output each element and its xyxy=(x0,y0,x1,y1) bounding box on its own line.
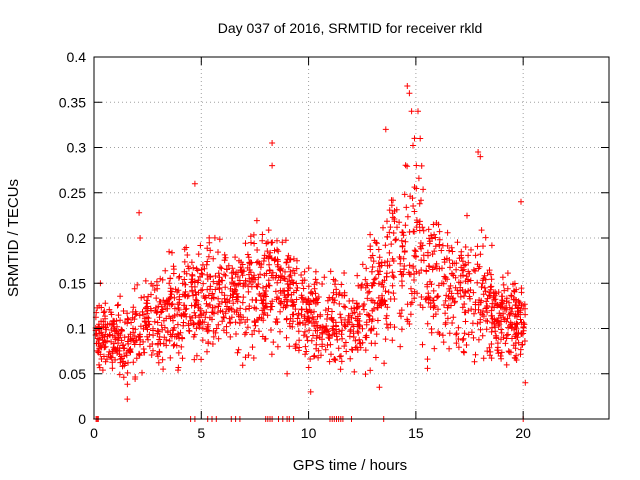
y-tick-label: 0.25 xyxy=(59,185,86,201)
axis-ticks xyxy=(93,56,609,420)
grid-lines xyxy=(94,57,609,419)
series-srmtid-markers xyxy=(92,83,529,422)
y-tick-label: 0.4 xyxy=(67,49,87,65)
data-points xyxy=(92,83,529,422)
x-axis-label: GPS time / hours xyxy=(293,457,407,474)
y-tick-label: 0.3 xyxy=(67,140,87,156)
chart-title: Day 037 of 2016, SRMTID for receiver rkl… xyxy=(218,20,483,36)
y-axis-label: SRMTID / TECUs xyxy=(5,179,22,297)
plot-frame xyxy=(93,56,610,420)
y-tick-label: 0.2 xyxy=(67,230,87,246)
y-tick-label: 0.1 xyxy=(67,321,87,337)
x-tick-label: 5 xyxy=(197,425,205,441)
y-tick-label: 0.35 xyxy=(59,94,86,110)
y-tick-label: 0.15 xyxy=(59,275,86,291)
y-axis-tick-labels: 0 0.05 0.1 0.15 0.2 0.25 0.3 0.35 0.4 xyxy=(59,49,86,427)
x-tick-label: 20 xyxy=(515,425,531,441)
x-tick-label: 10 xyxy=(301,425,317,441)
y-tick-label: 0.05 xyxy=(59,366,86,382)
y-tick-label: 0 xyxy=(78,411,86,427)
x-axis-tick-labels: 0 5 10 15 20 xyxy=(90,425,531,441)
x-tick-label: 15 xyxy=(408,425,424,441)
x-tick-label: 0 xyxy=(90,425,98,441)
